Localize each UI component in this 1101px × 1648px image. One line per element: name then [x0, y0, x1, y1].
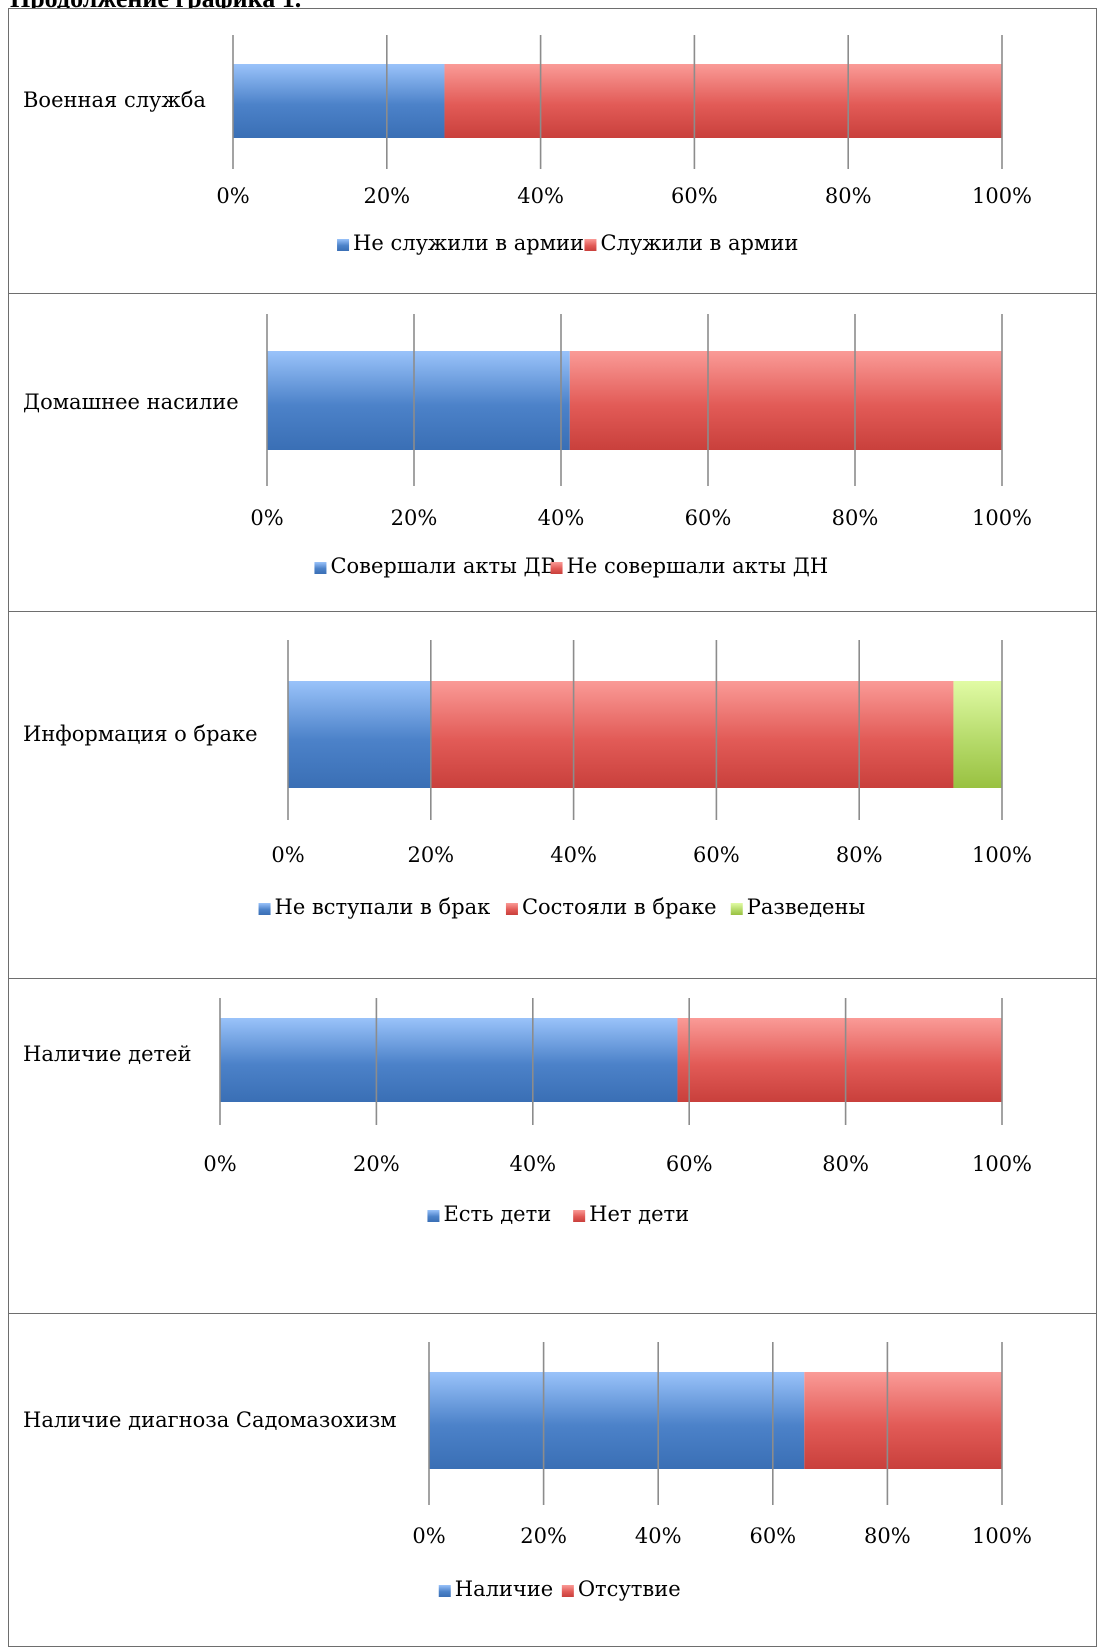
bar-segment-2 [430, 681, 954, 788]
legend-swatch [337, 239, 350, 251]
x-tick-label: 100% [972, 1524, 1032, 1548]
legend-swatch [258, 903, 271, 915]
legend-label: Нет дети [589, 1202, 689, 1226]
x-tick-label: 60% [749, 1524, 796, 1548]
chart-panel-marriage-info: Информация о браке 0% 20% 40% 60% 80% 100% Не в… [8, 611, 1097, 980]
chart-panel-children: Наличие детей 0% 20% 40% 60% 80% 100% Есть дети… [8, 978, 1097, 1315]
chart-panel-domestic-violence: Домашнее насилие 0% 20% 40% 60% 80% 100% Соверш… [8, 293, 1097, 613]
legend: Совершали акты ДВ Не совершали акты ДН [314, 554, 828, 578]
x-tick-label: 60% [666, 1152, 713, 1176]
x-tick-label: 60% [685, 506, 732, 530]
chart-svg: Информация о браке 0% 20% 40% 60% 80% 100% Не в… [23, 640, 1032, 919]
legend-label: Не совершали акты ДН [567, 554, 829, 578]
x-tick-label: 20% [391, 506, 438, 530]
x-tick-label: 100% [972, 843, 1032, 867]
category-label: Информация о браке [23, 722, 258, 746]
bar-segment-2 [569, 351, 1002, 450]
bar-segment-1 [429, 1372, 805, 1469]
chart-svg: Военная служба 0% 20% 40% 60% 80% 100% Не служи… [23, 35, 1032, 255]
x-tick-label: 40% [550, 843, 597, 867]
x-tick-label: 20% [407, 843, 454, 867]
category-label: Военная служба [23, 88, 206, 112]
legend: Не вступали в брак Состояли в браке Развед… [258, 895, 865, 919]
bar-segment-1 [288, 681, 431, 788]
x-tick-label: 80% [832, 506, 879, 530]
x-tick-label: 40% [517, 184, 564, 208]
x-tick-label: 80% [825, 184, 872, 208]
legend-swatch [584, 239, 597, 251]
legend-swatch [573, 1210, 586, 1222]
legend-label: Есть дети [443, 1202, 551, 1226]
x-tick-label: 20% [520, 1524, 567, 1548]
x-tick-label: 100% [972, 1152, 1032, 1176]
x-tick-label: 0% [203, 1152, 236, 1176]
legend-label: Не служили в армии [353, 231, 584, 255]
x-tick-label: 0% [250, 506, 283, 530]
category-label: Домашнее насилие [23, 390, 239, 414]
bar-segment-1 [267, 351, 570, 450]
x-tick-label: 40% [635, 1524, 682, 1548]
chart-panel-military-service: Военная служба 0% 20% 40% 60% 80% 100% Не служи… [8, 8, 1097, 295]
chart-svg: Домашнее насилие 0% 20% 40% 60% 80% 100% Соверш… [23, 314, 1032, 578]
legend-swatch [505, 903, 518, 915]
category-label: Наличие диагноза Садомазохизм [23, 1408, 397, 1432]
legend-swatch [730, 903, 743, 915]
legend-label: Не вступали в брак [275, 895, 491, 919]
x-tick-label: 60% [693, 843, 740, 867]
x-tick-label: 0% [271, 843, 304, 867]
legend-label: Служили в армии [600, 231, 798, 255]
bar-segment-3 [953, 681, 1002, 788]
legend-swatch [427, 1210, 440, 1222]
legend-label: Отсутвие [578, 1577, 681, 1601]
x-tick-label: 40% [538, 506, 585, 530]
legend-swatch [438, 1585, 451, 1597]
legend-label: Состояли в браке [522, 895, 717, 919]
bar-segment-2 [444, 64, 1003, 138]
legend-swatch [561, 1585, 574, 1597]
legend-label: Наличие [455, 1577, 553, 1601]
x-tick-label: 20% [363, 184, 410, 208]
legend: Не служили в армии Служили в армии [337, 231, 798, 255]
bar-segment-1 [233, 64, 445, 138]
x-tick-label: 60% [671, 184, 718, 208]
legend: Есть дети Нет дети [427, 1202, 689, 1226]
legend-label: Совершали акты ДВ [330, 554, 556, 578]
x-tick-label: 100% [972, 506, 1032, 530]
category-label: Наличие детей [23, 1042, 192, 1066]
legend: Наличие Отсутвие [438, 1577, 681, 1601]
legend-swatch [550, 562, 563, 574]
x-tick-label: 80% [822, 1152, 869, 1176]
x-tick-label: 40% [509, 1152, 556, 1176]
x-tick-label: 20% [353, 1152, 400, 1176]
legend-swatch [314, 562, 327, 574]
chart-svg: Наличие диагноза Садомазохизм 0% 20% 40% 60%… [23, 1342, 1032, 1601]
chart-panel-sadomasochism-diagnosis: Наличие диагноза Садомазохизм 0% 20% 40% 60%… [8, 1313, 1097, 1647]
x-tick-label: 0% [412, 1524, 445, 1548]
bar-segment-1 [220, 1018, 678, 1102]
x-tick-label: 80% [864, 1524, 911, 1548]
bar-segment-2 [804, 1372, 1002, 1469]
bar-segment-2 [677, 1018, 1002, 1102]
x-tick-label: 100% [972, 184, 1032, 208]
legend-label: Разведены [747, 895, 865, 919]
x-tick-label: 80% [836, 843, 883, 867]
x-tick-label: 0% [216, 184, 249, 208]
chart-svg: Наличие детей 0% 20% 40% 60% 80% 100% Есть дети… [23, 998, 1032, 1226]
